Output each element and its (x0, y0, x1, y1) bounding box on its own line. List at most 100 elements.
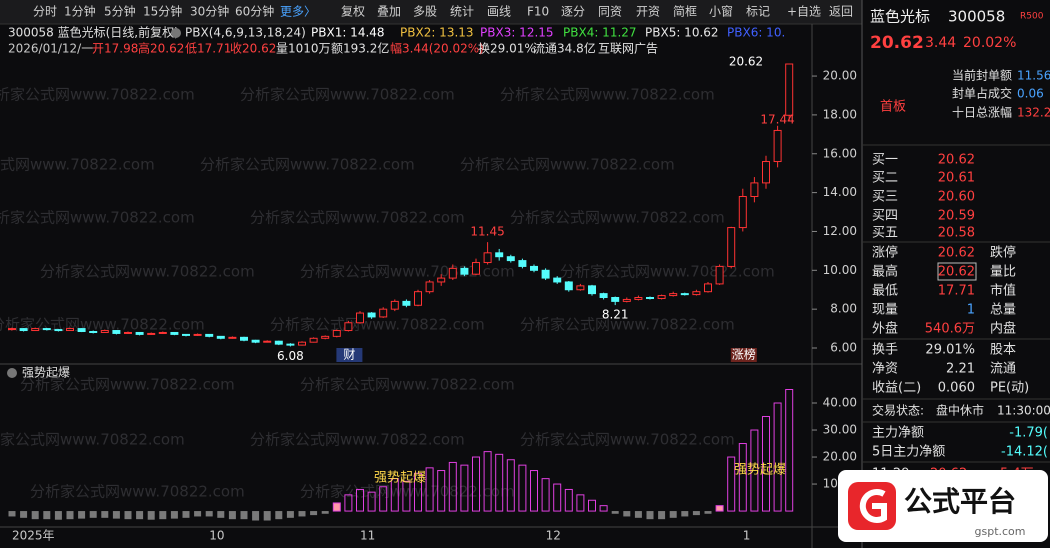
badge: R500 (1020, 12, 1044, 22)
stat-value: 2.21 (946, 362, 975, 377)
book-label: 买三 (872, 190, 898, 205)
candle-body (356, 312, 364, 324)
indicator-icon (7, 368, 17, 378)
indicator-bar (43, 511, 51, 520)
flow-label: 主力净额 (872, 426, 924, 441)
price-annotation: 6.08 (277, 349, 304, 363)
candle-body (402, 300, 411, 306)
tool-button[interactable]: 多股 (413, 5, 437, 19)
indicator-bar (390, 478, 399, 512)
candle-body (483, 252, 492, 264)
watermark: 分析家公式网www.70822.com (40, 263, 255, 281)
indicator-bar (448, 461, 457, 512)
book-label: 买一 (872, 153, 898, 168)
watermark: 分析家公式网www.70822.com (300, 263, 515, 281)
book-label: 买五 (872, 226, 898, 241)
indicator-bar (773, 402, 782, 512)
price-change-pct: 20.02% (963, 35, 1016, 51)
period-tab[interactable]: 1分钟 (64, 4, 96, 19)
stat-label: 净资 (872, 362, 898, 377)
logo-text: 公式平台 (904, 485, 1016, 518)
candle-body (448, 267, 457, 279)
tool-button[interactable]: 叠加 (377, 5, 401, 19)
stat-label: 总量 (990, 303, 1016, 318)
indicator-bar (704, 511, 712, 514)
candle-body (344, 322, 353, 332)
flow-value: -14.12( (1001, 445, 1048, 460)
indicator-bar (170, 511, 178, 519)
period-tab[interactable]: 5分钟 (104, 4, 136, 19)
period-tab[interactable]: 更多〉 (280, 5, 316, 19)
indicator-bar (310, 511, 318, 516)
period-tab[interactable]: 30分钟 (190, 4, 229, 19)
period-tab[interactable]: 分时 (33, 5, 57, 19)
watermark: 分析家公式网www.70822.com (460, 156, 675, 174)
candle-body (414, 291, 422, 306)
watermarks: 分析家公式网www.70822.com 分析家公式网www.70822.com 分析… (0, 86, 775, 501)
watermark: 分析家公式网www.70822.com (300, 376, 515, 394)
tool-button[interactable]: 小窗 (709, 5, 733, 19)
indicator-bar (506, 459, 515, 512)
indicator-bar (217, 511, 225, 518)
candle-body (100, 330, 109, 333)
indicator-bar (263, 511, 271, 521)
watermark: 分析家公式网www.70822.com (0, 209, 195, 227)
indicator-bar (437, 470, 446, 512)
tool-button[interactable]: 统计 (450, 5, 474, 19)
y-tick-label: 30.00 (823, 423, 857, 437)
y-tick-label: 40.00 (823, 396, 857, 410)
period-tab[interactable]: 60分钟 (235, 4, 274, 19)
seal-label: 封单占成交 (952, 86, 1012, 101)
watermark: 分析家公式网www.70822.com (240, 86, 455, 104)
flow-value: -1.79( (1009, 426, 1048, 441)
tool-button[interactable]: 画线 (487, 5, 511, 19)
tool-button[interactable]: 同资 (598, 5, 622, 19)
back-button[interactable]: 返回 (829, 5, 853, 19)
stat-label: 外盘 (872, 321, 898, 337)
candle-body (8, 328, 16, 331)
stat-label: 最低 (872, 284, 898, 299)
stat-value: 1 (967, 303, 975, 318)
candle-body (472, 262, 480, 275)
watermark: 分析家公式网www.70822.com (250, 209, 465, 227)
main-chart: 6.00 8.00 10.00 12.00 14.00 16.00 18.00 20.00 20… (8, 55, 857, 363)
indicator-bar (66, 511, 74, 520)
seal-value: 0.06 (1017, 87, 1044, 101)
stat-label: 最高 (872, 264, 898, 280)
candle-body (518, 260, 527, 267)
indicator-bar (634, 511, 642, 518)
tool-button[interactable]: 复权 (341, 5, 365, 19)
indicator-value: PBX1: 14.48 (311, 26, 385, 40)
stat-value: 540.6万 (925, 322, 975, 337)
tool-button[interactable]: +自选 (787, 5, 821, 19)
tool-button[interactable]: F10 (527, 5, 549, 19)
indicator-bar (159, 511, 167, 520)
tool-button[interactable]: 开资 (636, 5, 660, 19)
candle-body (680, 293, 689, 296)
tool-button[interactable]: 简框 (673, 5, 697, 19)
bar-ohlc: 收20.62 (230, 42, 276, 56)
candle-body (646, 297, 654, 300)
indicator-bar (136, 511, 144, 520)
tool-button[interactable]: 逐分 (561, 5, 585, 19)
candle-body (158, 331, 167, 334)
indicator-bar (252, 511, 260, 521)
indicator-bar (298, 511, 306, 517)
candle-body (704, 283, 712, 293)
stat-label: 内盘 (990, 321, 1016, 337)
candle-body (530, 265, 538, 271)
candle-body (495, 252, 504, 258)
candle-body (182, 333, 190, 336)
indicator-bar (112, 511, 120, 519)
indicator-bar (379, 486, 388, 512)
candle-body (727, 227, 736, 267)
indicator-bar (762, 416, 770, 512)
indicator-value: PBX2: 13.13 (400, 26, 474, 40)
seal-label: 十日总涨幅 (952, 105, 1012, 120)
book-price: 20.61 (938, 171, 975, 186)
candle-body (564, 281, 573, 291)
period-tab[interactable]: 15分钟 (143, 4, 182, 19)
indicator-bar (588, 499, 596, 512)
candle-body (147, 332, 156, 335)
tool-button[interactable]: 标记 (746, 5, 770, 19)
